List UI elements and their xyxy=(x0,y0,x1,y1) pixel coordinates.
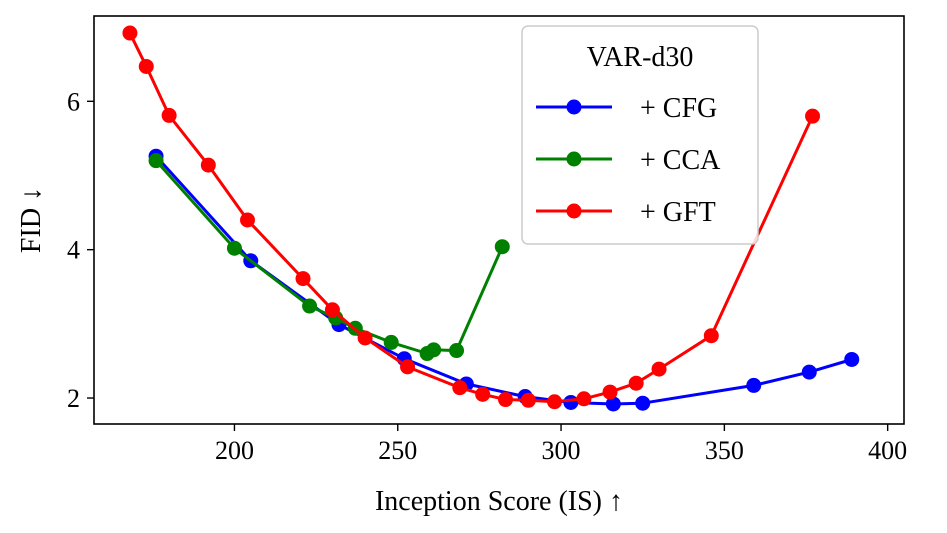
data-point xyxy=(651,361,667,377)
data-point xyxy=(494,239,510,255)
data-point xyxy=(226,240,242,256)
legend-swatch-marker xyxy=(566,99,582,115)
x-tick-label: 200 xyxy=(215,436,254,465)
legend-swatch-marker xyxy=(566,151,582,167)
series-gft xyxy=(122,25,821,410)
x-tick-label: 300 xyxy=(542,436,581,465)
plot-frame xyxy=(93,15,905,425)
data-point xyxy=(138,58,154,74)
data-point xyxy=(628,375,644,391)
x-axis-title: Inception Score (IS) ↑ xyxy=(375,486,623,517)
data-point xyxy=(302,298,318,314)
legend-entry: + CFG xyxy=(536,93,717,124)
y-tick-label: 6 xyxy=(67,87,80,116)
legend-entry: + GFT xyxy=(536,197,716,228)
data-point xyxy=(200,157,216,173)
data-point xyxy=(475,386,491,402)
legend-swatch-marker xyxy=(566,203,582,219)
data-point xyxy=(703,328,719,344)
data-point xyxy=(635,395,651,411)
data-point xyxy=(383,334,399,350)
data-point xyxy=(295,271,311,287)
legend-label: + CFG xyxy=(640,93,717,124)
data-point xyxy=(805,108,821,124)
data-point xyxy=(148,153,164,169)
data-point xyxy=(122,25,138,41)
data-point xyxy=(161,107,177,123)
legend-box xyxy=(521,25,759,245)
data-point xyxy=(576,391,592,407)
data-point xyxy=(801,364,817,380)
axes-layer: 200 250 300 350 400 2 4 6 xyxy=(67,87,907,465)
legend: VAR-d30 + CFG + CCA + GFT xyxy=(521,25,759,245)
data-point xyxy=(547,394,563,410)
series-layer xyxy=(122,25,860,412)
legend-entry: + CCA xyxy=(536,145,721,176)
y-tick-label: 2 xyxy=(67,384,80,413)
data-point xyxy=(520,392,536,408)
data-point xyxy=(357,330,373,346)
data-point xyxy=(746,377,762,393)
x-tick-label: 400 xyxy=(868,436,907,465)
data-point xyxy=(452,380,468,396)
legend-label: + CCA xyxy=(640,145,721,176)
x-tick-label: 250 xyxy=(378,436,417,465)
data-point xyxy=(605,396,621,412)
data-point xyxy=(324,302,340,318)
data-point xyxy=(426,342,442,358)
legend-label: + GFT xyxy=(640,197,716,228)
y-axis-title: FID ↓ xyxy=(16,187,47,253)
y-tick-label: 4 xyxy=(67,236,80,265)
data-point xyxy=(400,359,416,375)
series-line xyxy=(154,159,504,355)
data-point xyxy=(563,394,579,410)
data-point xyxy=(844,351,860,367)
data-point xyxy=(240,212,256,228)
legend-title: VAR-d30 xyxy=(587,42,694,73)
x-tick-label: 350 xyxy=(705,436,744,465)
data-point xyxy=(498,392,514,408)
data-point xyxy=(449,343,465,359)
data-point xyxy=(602,384,618,400)
